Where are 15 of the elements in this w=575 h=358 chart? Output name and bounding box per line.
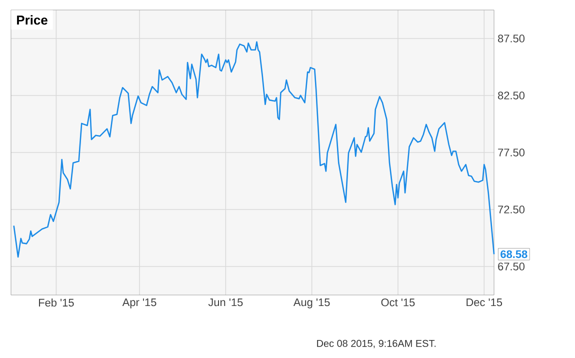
x-tick-label: Feb '15 (39, 298, 74, 307)
text: Dec 08 2015, 9:16AM EST. (317, 340, 436, 348)
x-tick-label: Dec '15 (466, 298, 502, 306)
y-tick-label: 77.50 (498, 148, 525, 156)
y-tick-label: 67.50 (498, 262, 525, 270)
x-tick-label: Oct '15 (381, 298, 415, 306)
x-tick-label: Jun '15 (208, 298, 243, 306)
line-series (13, 41, 495, 258)
annotation: 68.58 (500, 250, 528, 258)
x-tick-label: Aug '15 (293, 298, 330, 308)
y-tick-label: 87.50 (498, 34, 525, 42)
chart-title: Price (17, 15, 48, 25)
x-tick-label: Apr '15 (122, 298, 156, 308)
y-tick-label: 72.50 (498, 206, 525, 214)
y-tick-label: 82.50 (498, 92, 525, 100)
